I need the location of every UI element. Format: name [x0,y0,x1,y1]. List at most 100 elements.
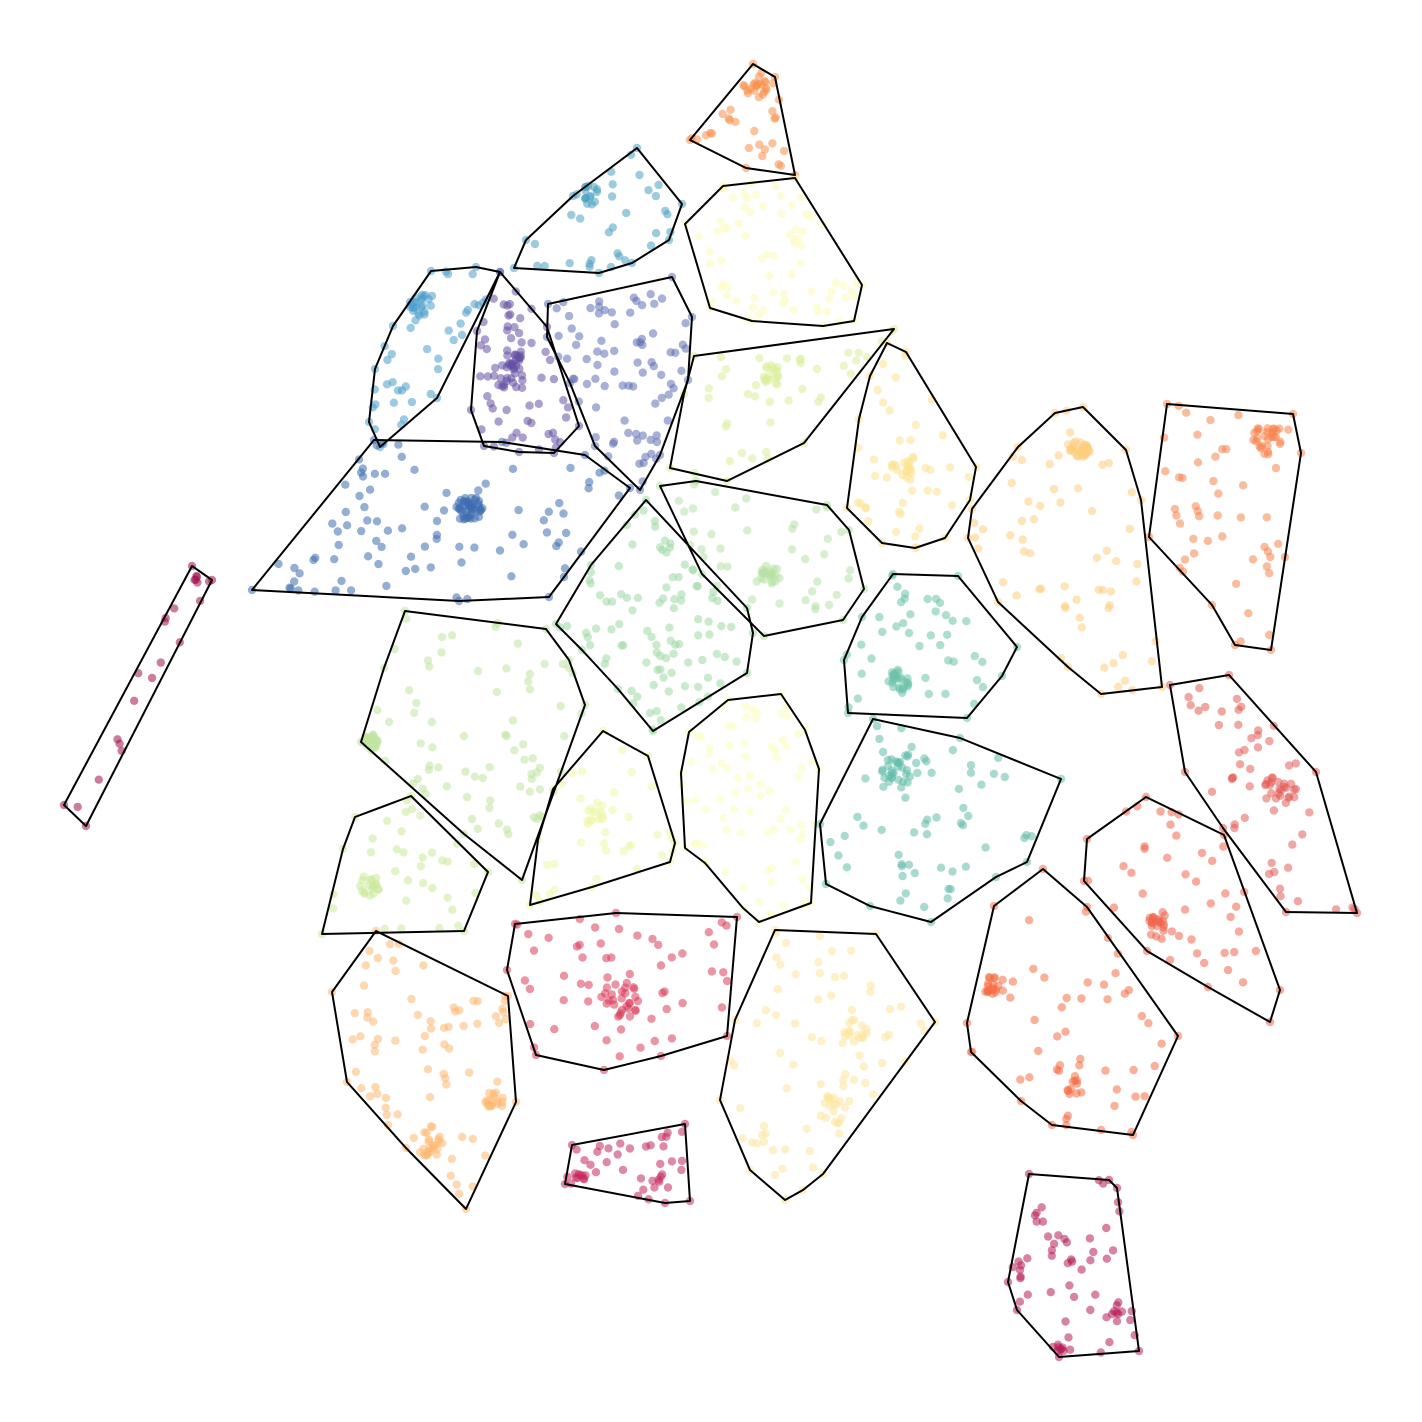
data-point [1283,863,1293,872]
data-point [416,862,426,871]
data-point [764,570,773,579]
data-point [1072,595,1081,604]
data-point [657,294,667,303]
data-point [958,821,968,830]
data-point [659,673,668,682]
data-point [1192,949,1202,958]
data-point [346,586,356,595]
data-point [913,768,922,778]
data-point [472,493,481,503]
data-point [879,782,888,791]
data-point [406,552,416,561]
data-point [608,439,618,448]
data-point [1187,935,1196,944]
data-point [771,181,780,191]
data-point [1019,547,1029,556]
data-point [550,859,559,868]
data-point [1268,429,1277,438]
data-point [550,1024,559,1034]
data-point [825,294,834,303]
data-point [789,305,798,315]
data-point [649,680,658,690]
data-point [898,688,907,698]
data-point [663,1183,673,1192]
data-point [893,758,903,767]
data-point [1077,1265,1086,1274]
data-point [1023,1290,1032,1299]
data-point [647,1014,656,1023]
data-point [403,876,413,885]
data-point [826,837,835,847]
data-point [439,506,449,515]
data-point [578,953,587,962]
data-point [748,704,757,714]
data-point [190,575,199,584]
cluster-points-c11 [247,435,635,606]
data-point [740,202,749,212]
data-point [489,371,499,380]
data-point [891,373,900,382]
data-point [882,473,891,482]
data-point [669,649,678,658]
data-point [503,346,512,355]
data-point [1025,1073,1034,1082]
data-point [949,657,958,666]
data-point [734,774,743,783]
data-point [721,867,730,877]
data-point [717,256,726,265]
data-point [428,1122,437,1132]
data-point [855,1051,864,1060]
data-point [731,503,740,512]
data-point [1293,897,1303,906]
data-point [559,509,568,518]
data-point [824,600,834,610]
data-point [1206,899,1216,908]
data-point [1020,833,1029,843]
data-point [752,577,761,586]
cluster-points-c21 [1079,792,1285,1027]
data-point [1037,1203,1046,1212]
data-point [866,981,875,990]
data-point [435,924,444,933]
data-point [564,311,574,321]
data-point [961,862,971,871]
cluster-points-c9 [963,402,1167,699]
data-point [1054,451,1063,460]
data-point [518,376,527,385]
data-point [1240,745,1249,755]
data-point [671,640,680,649]
data-point [763,828,772,837]
data-point [558,659,568,669]
data-point [959,803,968,813]
data-point [807,757,817,766]
data-point [724,722,733,731]
data-point [643,626,652,636]
data-point [943,894,952,903]
data-point [1228,773,1237,783]
data-point [493,1077,502,1086]
data-point [903,456,913,466]
data-point [420,502,429,511]
data-point [488,404,497,413]
data-point [366,875,375,884]
data-point [776,191,786,201]
data-point [909,828,919,837]
data-point [1056,654,1066,663]
data-point [1189,549,1199,558]
data-point [622,208,631,218]
data-point [610,320,619,329]
data-point [966,768,976,777]
data-point [796,354,806,363]
data-point [449,1003,459,1012]
data-point [717,372,726,381]
data-point [518,740,528,749]
data-point [406,323,415,333]
data-point [1105,1338,1114,1347]
cluster-hull-c8 [846,342,977,549]
data-point [839,361,848,370]
data-point [708,764,717,774]
data-point [397,452,406,461]
data-point [663,1128,672,1137]
data-point [722,364,731,374]
data-point [418,1045,427,1054]
